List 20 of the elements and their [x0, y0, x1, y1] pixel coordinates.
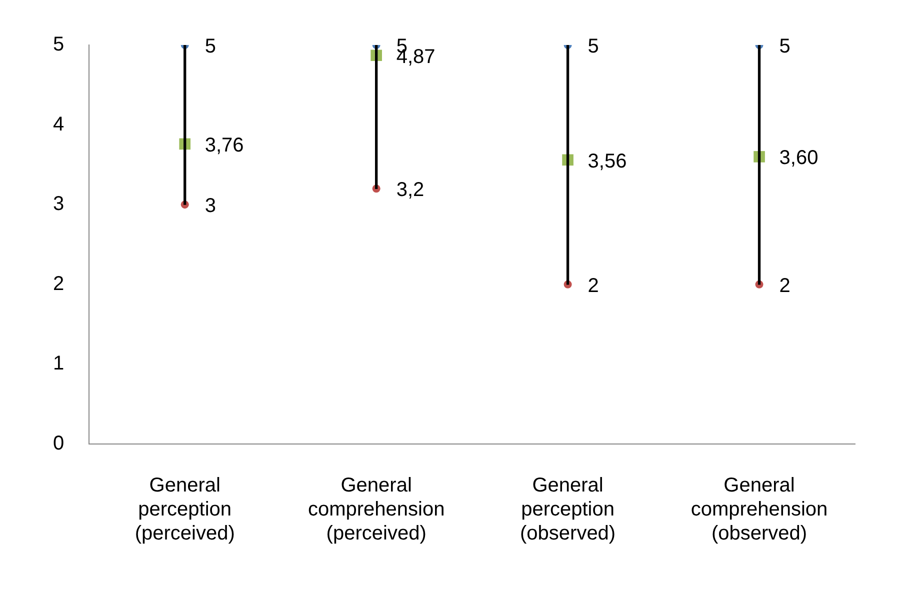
data-label: 3,2	[396, 179, 424, 202]
y-tick-label: 3	[53, 193, 64, 216]
data-label: 3,56	[588, 150, 627, 172]
y-tick-label: 5	[53, 34, 64, 56]
x-tick-label: General perception (perceived)	[134, 474, 235, 545]
data-label: 3	[204, 195, 216, 218]
data-label: 5	[204, 36, 216, 58]
y-tick-label: 0	[53, 432, 64, 455]
x-tick-label: General comprehension (perceived)	[308, 474, 445, 545]
data-label: 2	[779, 274, 790, 297]
y-tick-label: 1	[53, 352, 64, 375]
y-tick-label: 4	[53, 113, 64, 136]
data-label: 3,60	[779, 147, 818, 170]
data-label: 5	[779, 36, 790, 58]
y-tick-label: 2	[53, 272, 64, 295]
data-label: 2	[588, 274, 599, 297]
x-tick-label: General comprehension (observed)	[690, 474, 828, 545]
x-tick-label: General perception (observed)	[520, 474, 616, 545]
data-label: 5	[588, 36, 599, 58]
data-label: 3,76	[204, 134, 244, 156]
